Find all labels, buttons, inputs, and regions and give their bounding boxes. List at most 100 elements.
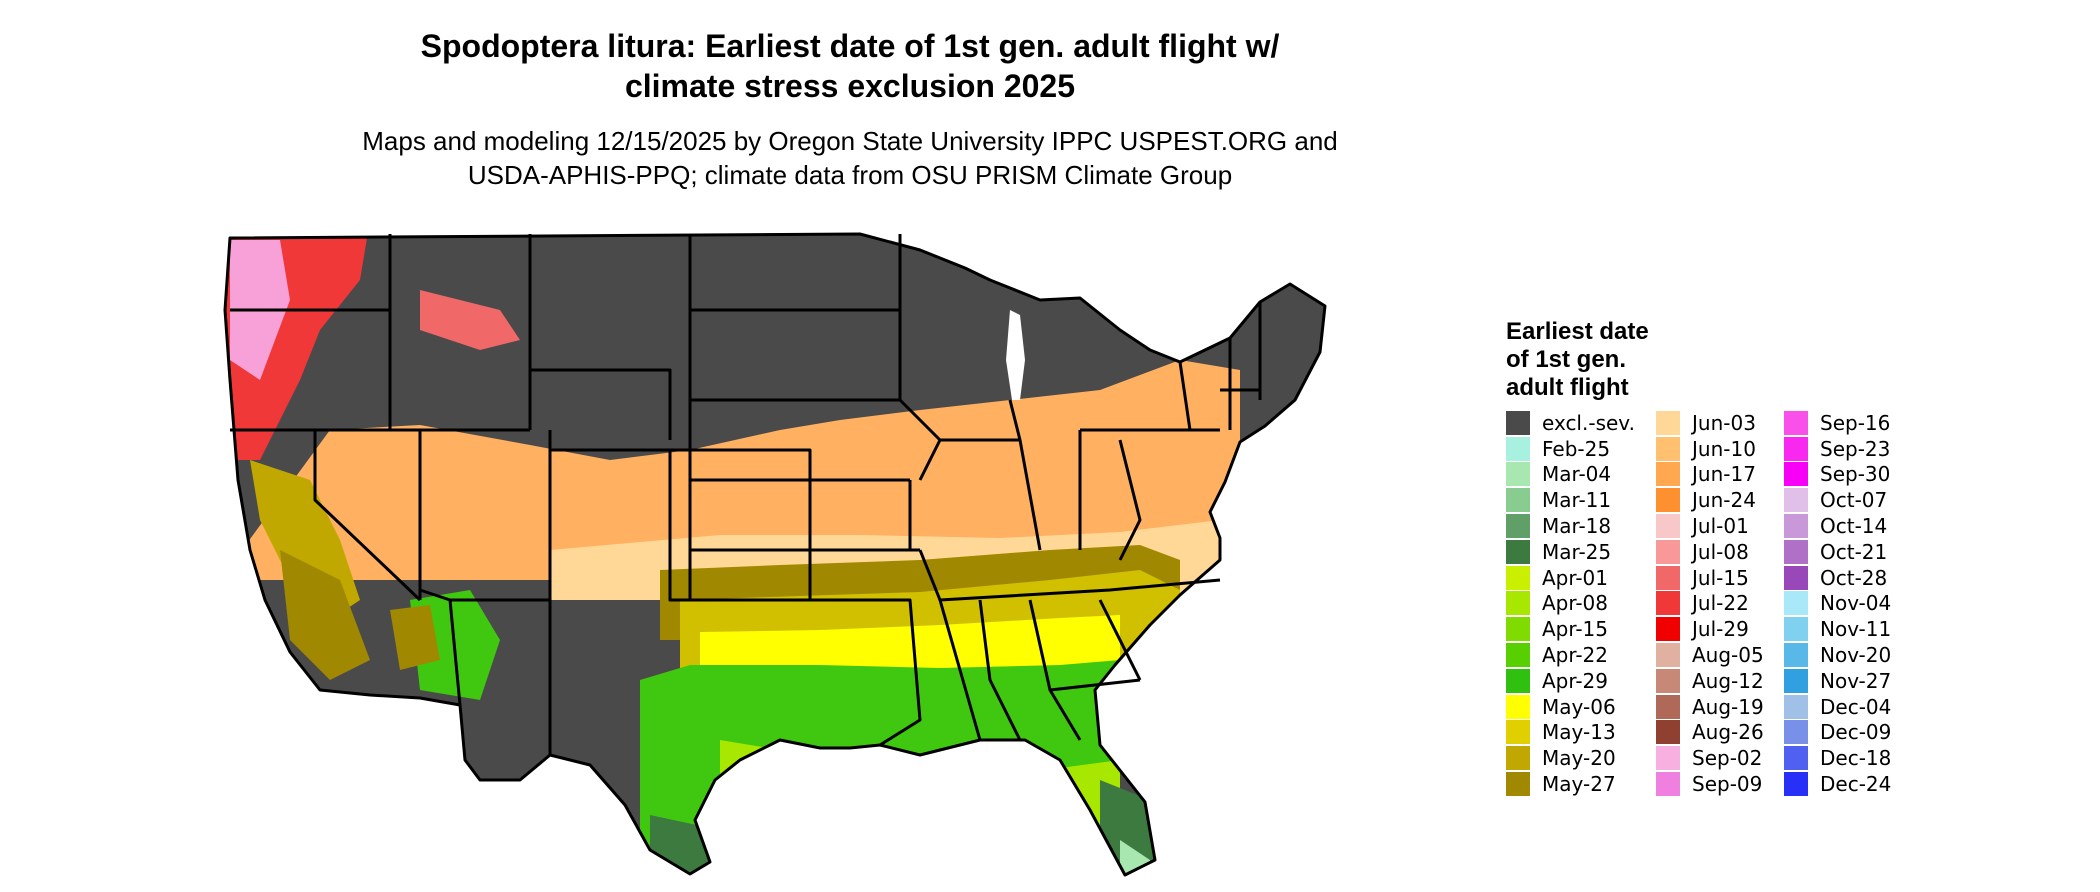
legend-title: Earliest date of 1st gen. adult flight xyxy=(1506,318,1726,402)
legend-item: Apr-22 xyxy=(1506,642,1635,668)
legend-item: Feb-25 xyxy=(1506,436,1635,462)
map-subtitle-line-2: USDA-APHIS-PPQ; climate data from OSU PR… xyxy=(467,160,1233,190)
legend-item: Nov-27 xyxy=(1784,668,1891,694)
legend-column-1: excl.-sev. Feb-25 Mar-04 Mar-11 Mar-18 M… xyxy=(1506,410,1635,797)
legend-label: Aug-19 xyxy=(1692,694,1764,719)
legend-swatch xyxy=(1656,617,1680,642)
legend-swatch xyxy=(1656,462,1680,487)
legend-item: Oct-07 xyxy=(1784,487,1891,513)
legend-label: Sep-16 xyxy=(1820,410,1891,435)
legend-swatch xyxy=(1656,488,1680,513)
legend-swatch xyxy=(1784,565,1808,590)
legend-swatch xyxy=(1784,591,1808,616)
legend-label: Apr-08 xyxy=(1542,591,1608,616)
legend-item: May-27 xyxy=(1506,771,1635,797)
legend-label: Dec-04 xyxy=(1820,694,1892,719)
legend-label: Mar-18 xyxy=(1542,514,1612,539)
map-title: Spodoptera litura: Earliest date of 1st … xyxy=(240,26,1460,106)
legend-label: Nov-11 xyxy=(1820,617,1892,642)
legend-item: Oct-28 xyxy=(1784,565,1891,591)
legend-label: Jul-15 xyxy=(1692,565,1749,590)
legend-label: Jun-24 xyxy=(1692,488,1756,513)
legend-swatch xyxy=(1656,668,1680,693)
legend-swatch xyxy=(1506,514,1530,539)
legend-swatch xyxy=(1506,643,1530,668)
legend-label: May-13 xyxy=(1542,720,1616,745)
legend-swatch xyxy=(1784,488,1808,513)
legend-swatch xyxy=(1506,694,1530,719)
legend-swatch xyxy=(1656,694,1680,719)
legend-label: Sep-30 xyxy=(1820,462,1891,487)
legend-item: May-20 xyxy=(1506,745,1635,771)
legend-swatch xyxy=(1506,746,1530,771)
legend-title-line-3: adult flight xyxy=(1506,374,1629,401)
us-map xyxy=(223,232,1327,877)
legend-swatch xyxy=(1506,617,1530,642)
legend-label: Mar-25 xyxy=(1542,539,1612,564)
zone-mar-texas xyxy=(650,815,720,875)
legend-item: Aug-12 xyxy=(1656,668,1764,694)
legend-item: Apr-15 xyxy=(1506,616,1635,642)
zone-ca-valley-2 xyxy=(280,550,370,680)
legend-item: Jul-29 xyxy=(1656,616,1764,642)
legend-label: Feb-25 xyxy=(1542,436,1611,461)
legend-swatch xyxy=(1656,643,1680,668)
legend-swatch xyxy=(1656,772,1680,797)
zone-west-red-2 xyxy=(420,290,520,350)
map-title-line-2: climate stress exclusion 2025 xyxy=(624,68,1076,104)
legend-swatch xyxy=(1784,772,1808,797)
legend-swatch xyxy=(1784,617,1808,642)
legend-label: Jul-22 xyxy=(1692,591,1749,616)
legend-swatch xyxy=(1656,720,1680,745)
lake-michigan xyxy=(1006,310,1025,400)
zone-jun xyxy=(225,360,1240,580)
legend-label: Aug-12 xyxy=(1692,668,1764,693)
legend-item: May-06 xyxy=(1506,694,1635,720)
legend-item: Oct-21 xyxy=(1784,539,1891,565)
legend-column-2: Jun-03 Jun-10 Jun-17 Jun-24 Jul-01 Jul-0… xyxy=(1656,410,1764,797)
legend-swatch xyxy=(1506,410,1530,435)
legend-column-3: Sep-16 Sep-23 Sep-30 Oct-07 Oct-14 Oct-2… xyxy=(1784,410,1891,797)
legend-item: Mar-25 xyxy=(1506,539,1635,565)
us-outline xyxy=(223,232,1327,877)
legend-item: Aug-26 xyxy=(1656,720,1764,746)
legend-label: Dec-09 xyxy=(1820,720,1892,745)
legend-label: Sep-02 xyxy=(1692,746,1763,771)
legend-label: Mar-04 xyxy=(1542,462,1612,487)
legend-item: Jun-24 xyxy=(1656,487,1764,513)
legend-item: Jul-22 xyxy=(1656,591,1764,617)
legend-label: Sep-09 xyxy=(1692,772,1763,797)
legend-item: Jun-03 xyxy=(1656,410,1764,436)
legend-item: Aug-05 xyxy=(1656,642,1764,668)
legend-item: Dec-18 xyxy=(1784,745,1891,771)
legend-label: May-27 xyxy=(1542,772,1616,797)
legend-item: Nov-11 xyxy=(1784,616,1891,642)
legend-label: Sep-23 xyxy=(1820,436,1891,461)
legend-item: Sep-02 xyxy=(1656,745,1764,771)
legend-swatch xyxy=(1784,514,1808,539)
legend-item: Jun-10 xyxy=(1656,436,1764,462)
legend-item: Jul-01 xyxy=(1656,513,1764,539)
legend-item: Apr-29 xyxy=(1506,668,1635,694)
legend-label: Oct-21 xyxy=(1820,539,1888,564)
legend-label: Jul-29 xyxy=(1692,617,1749,642)
legend-label: excl.-sev. xyxy=(1542,410,1635,435)
legend-label: Nov-20 xyxy=(1820,643,1892,668)
map-region-fills xyxy=(225,234,1325,875)
legend-item: Sep-30 xyxy=(1784,462,1891,488)
legend-label: Dec-18 xyxy=(1820,746,1892,771)
legend-label: Apr-15 xyxy=(1542,617,1608,642)
legend-swatch xyxy=(1656,539,1680,564)
legend-label: Jun-03 xyxy=(1692,410,1756,435)
legend-label: Jul-08 xyxy=(1692,539,1749,564)
zone-arizona-2 xyxy=(390,605,440,670)
legend-label: Nov-27 xyxy=(1820,668,1892,693)
legend-swatch xyxy=(1506,462,1530,487)
legend-label: Jul-01 xyxy=(1692,514,1749,539)
legend-item: Mar-04 xyxy=(1506,462,1635,488)
legend-label: Apr-22 xyxy=(1542,643,1608,668)
legend-swatch xyxy=(1784,746,1808,771)
legend-item: Sep-16 xyxy=(1784,410,1891,436)
legend-label: May-20 xyxy=(1542,746,1616,771)
legend-swatch xyxy=(1506,539,1530,564)
